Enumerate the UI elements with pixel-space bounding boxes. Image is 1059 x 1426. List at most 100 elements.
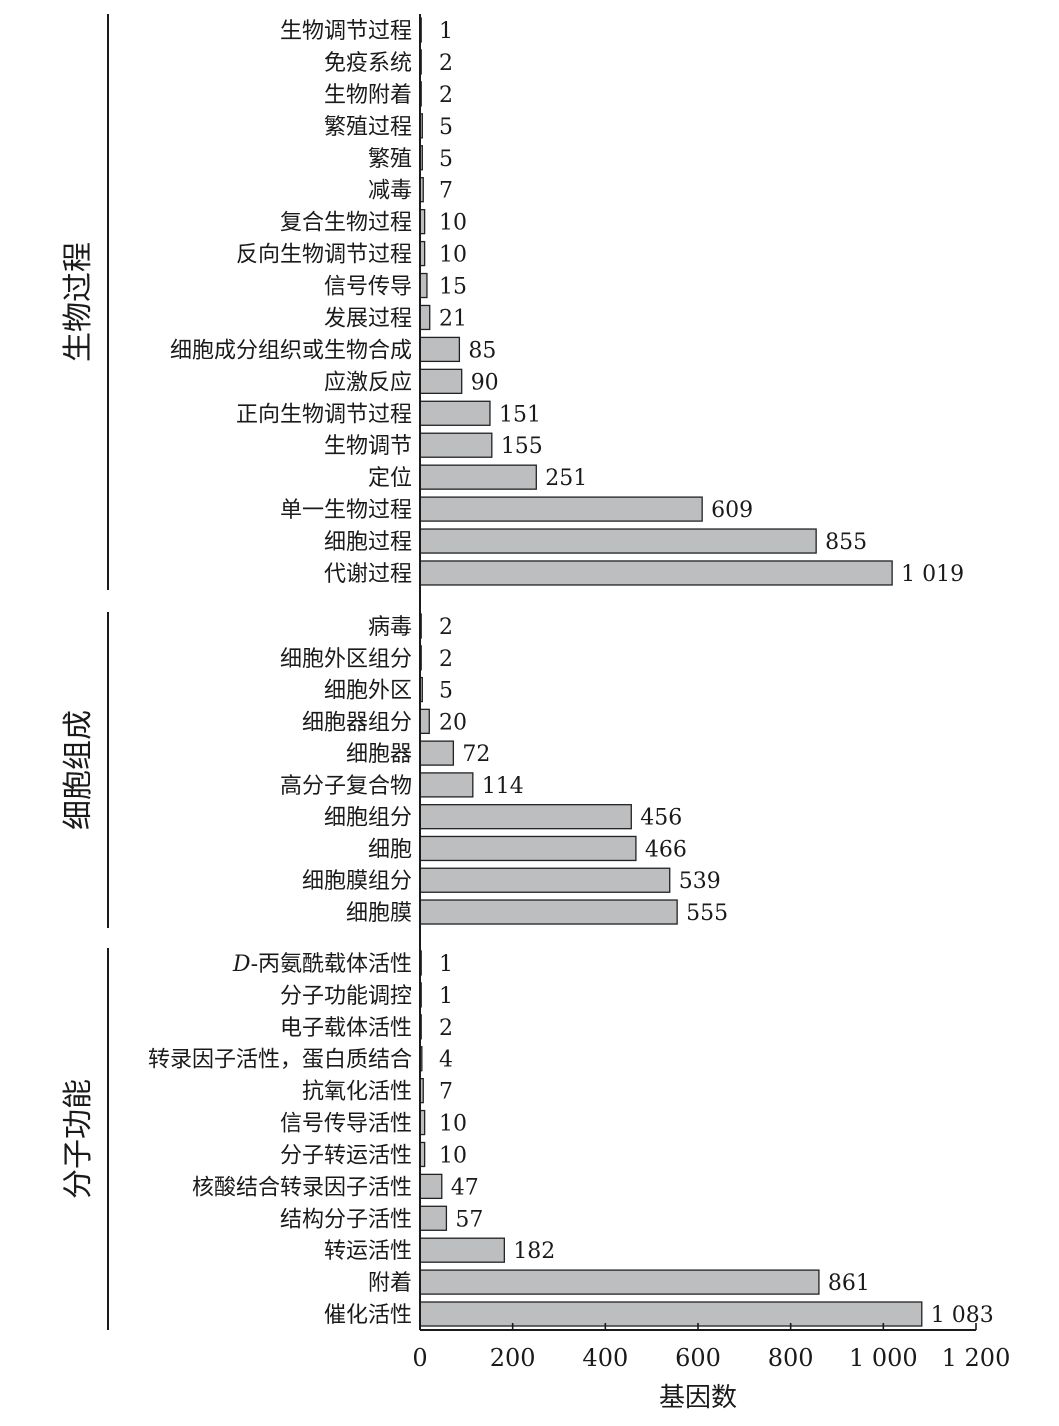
group-label: 生物过程 (61, 242, 96, 362)
x-tick-label: 600 (675, 1344, 721, 1372)
bar (419, 560, 893, 586)
category-label: 病毒 (368, 615, 412, 640)
bar (419, 1269, 820, 1295)
value-label: 466 (645, 837, 687, 862)
value-label: 1 (439, 984, 453, 1009)
category-label: 结构分子活性 (280, 1207, 412, 1232)
x-tick-label: 800 (768, 1344, 814, 1372)
category-label: 减毒 (368, 179, 412, 204)
value-label: 1 (439, 19, 453, 44)
category-label: 繁殖过程 (324, 115, 412, 140)
value-label: 10 (439, 243, 467, 268)
category-label: 生物调节 (324, 434, 412, 459)
category-label: 正向生物调节过程 (236, 402, 412, 427)
bar (419, 464, 537, 490)
category-label: 核酸结合转录因子活性 (192, 1175, 412, 1200)
value-label: 1 019 (901, 562, 964, 587)
x-tick-label: 1 000 (849, 1344, 918, 1372)
value-label: 2 (439, 83, 453, 108)
category-label: 复合生物过程 (280, 211, 412, 236)
bars-layer (419, 17, 923, 1327)
category-label: 电子载体活性 (280, 1016, 412, 1041)
bar (419, 804, 632, 830)
bar (419, 496, 703, 522)
category-label: 细胞器 (346, 742, 412, 767)
value-label: 85 (468, 338, 496, 363)
bar (419, 867, 671, 893)
category-label: 单一生物过程 (280, 498, 412, 523)
category-label: 细胞 (368, 837, 412, 862)
x-tick-label: 400 (582, 1344, 628, 1372)
value-label: 2 (439, 51, 453, 76)
category-label: 细胞过程 (324, 530, 412, 555)
category-label: 发展过程 (324, 306, 412, 331)
category-label: D-丙氨酰载体活性 (232, 952, 412, 977)
value-label: 5 (439, 115, 453, 140)
value-label: 555 (686, 901, 728, 926)
category-label: 细胞外区 (324, 679, 412, 704)
bar (419, 740, 455, 766)
group-label: 分子功能 (61, 1079, 96, 1199)
bar (419, 899, 678, 925)
category-label: 细胞组分 (324, 806, 412, 831)
bar (419, 400, 491, 426)
bar (419, 772, 474, 798)
value-label: 114 (482, 774, 524, 799)
value-label: 5 (439, 679, 453, 704)
value-label: 539 (679, 869, 721, 894)
bar (419, 528, 817, 554)
value-label: 90 (471, 370, 499, 395)
category-label: 分子转运活性 (280, 1143, 412, 1168)
category-label: 代谢过程 (324, 562, 412, 587)
category-label: 催化活性 (324, 1303, 412, 1328)
category-label: 高分子复合物 (280, 774, 412, 799)
value-label: 182 (513, 1239, 555, 1264)
category-label: 抗氧化活性 (302, 1080, 412, 1105)
bar (419, 708, 430, 734)
bar (419, 432, 493, 458)
value-label: 861 (828, 1271, 870, 1296)
bar (419, 1173, 443, 1200)
value-label: 7 (439, 179, 453, 204)
category-label: 细胞器组分 (302, 710, 412, 735)
value-label: 456 (640, 806, 682, 831)
value-label: 7 (439, 1080, 453, 1105)
bar (419, 1301, 923, 1327)
category-label: 细胞成分组织或生物合成 (170, 338, 412, 363)
value-label: 855 (825, 530, 867, 555)
value-label: 151 (499, 402, 541, 427)
value-label: 10 (439, 211, 467, 236)
value-label: 47 (451, 1175, 479, 1200)
x-ticks: 0 200 400 600 800 1 000 1 200 (412, 1323, 1010, 1372)
value-label: 1 083 (931, 1303, 994, 1328)
value-label: 609 (711, 498, 753, 523)
category-label: 附着 (368, 1271, 412, 1296)
category-label: 转运活性 (324, 1239, 412, 1264)
category-label: 细胞外区组分 (280, 647, 412, 672)
category-label: 细胞膜组分 (302, 869, 412, 894)
category-label: 生物调节过程 (280, 19, 412, 44)
category-label: 免疫系统 (324, 51, 412, 76)
value-label: 5 (439, 147, 453, 172)
value-label: 15 (439, 275, 467, 300)
x-tick-label: 0 (412, 1344, 427, 1372)
value-label: 4 (439, 1048, 453, 1073)
x-tick-label: 1 200 (942, 1344, 1011, 1372)
axes: 0 200 400 600 800 1 000 1 200 (412, 14, 1010, 1372)
category-label: 繁殖 (368, 147, 412, 172)
value-label: 251 (545, 466, 587, 491)
value-label: 20 (439, 710, 467, 735)
value-label: 10 (439, 1143, 467, 1168)
x-tick-label: 200 (490, 1344, 536, 1372)
value-label: 1 (439, 952, 453, 977)
value-label: 155 (501, 434, 543, 459)
bar (419, 368, 463, 394)
value-label: 21 (439, 306, 467, 331)
bar (419, 272, 428, 299)
category-label: 转录因子活性，蛋白质结合 (148, 1048, 412, 1073)
bar (419, 336, 461, 363)
category-label: 应激反应 (324, 370, 412, 395)
value-label: 2 (439, 1016, 453, 1041)
